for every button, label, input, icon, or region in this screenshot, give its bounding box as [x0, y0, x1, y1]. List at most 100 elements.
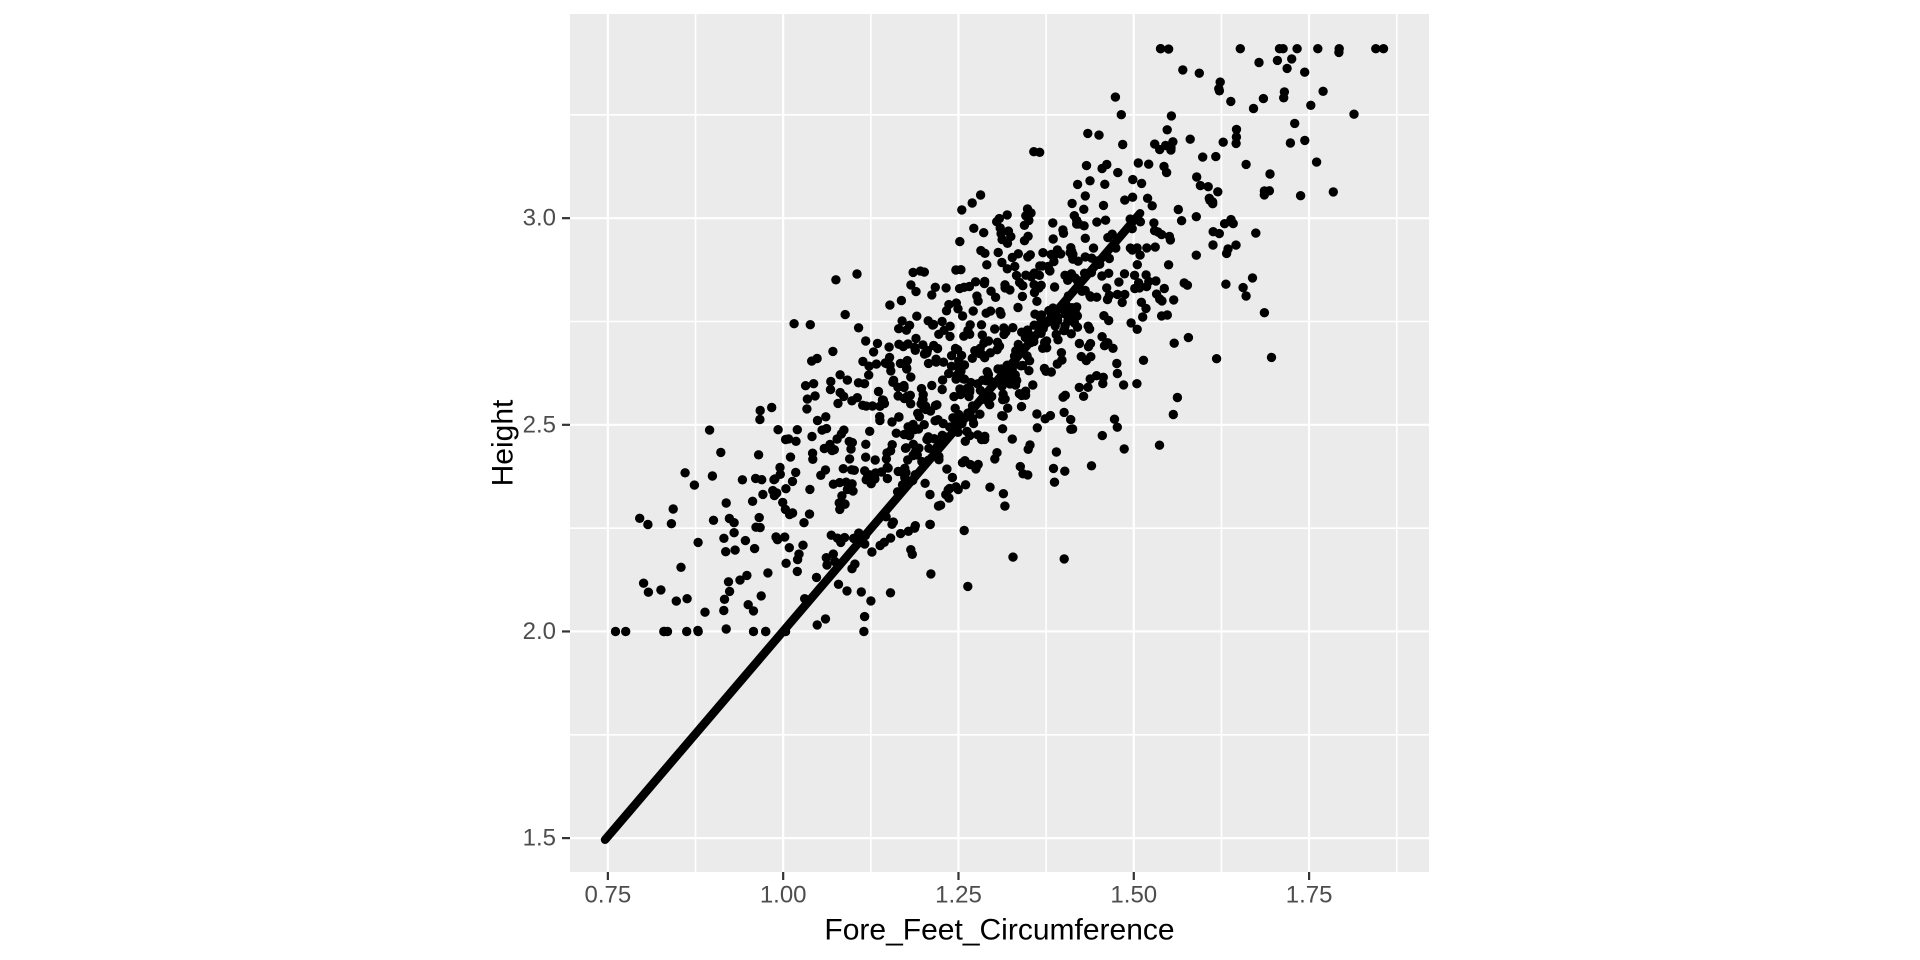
scatter-point	[1007, 252, 1017, 263]
scatter-point	[973, 296, 983, 306]
scatter-point	[969, 223, 979, 233]
scatter-point	[1032, 409, 1042, 419]
scatter-point	[1053, 335, 1063, 345]
scatter-point	[1083, 321, 1093, 331]
scatter-point	[1038, 343, 1048, 353]
scatter-point	[945, 331, 955, 342]
scatter-point	[719, 605, 729, 616]
scatter-point	[826, 376, 836, 387]
scatter-point	[808, 454, 818, 464]
scatter-point	[1021, 270, 1031, 280]
scatter-point	[772, 488, 782, 498]
scatter-point	[1086, 292, 1096, 302]
scatter-point	[1173, 204, 1184, 215]
scatter-point	[886, 366, 896, 376]
x-axis-title: Fore_Feet_Circumference	[824, 914, 1174, 947]
scatter-point	[976, 320, 987, 330]
scatter-point	[1169, 295, 1179, 305]
scatter-point	[1248, 103, 1259, 114]
scatter-point	[980, 434, 990, 445]
scatter-point	[743, 600, 753, 610]
scatter-point	[1083, 382, 1093, 392]
scatter-point	[1118, 380, 1129, 390]
scatter-point	[1059, 407, 1069, 418]
scatter-point	[1018, 469, 1028, 479]
scatter-point	[955, 236, 965, 247]
scatter-point	[998, 489, 1009, 499]
scatter-point	[837, 491, 847, 501]
scatter-point	[1282, 63, 1292, 74]
scatter-point	[751, 522, 761, 532]
scatter-point	[1028, 380, 1038, 390]
scatter-point	[964, 391, 974, 402]
scatter-point	[918, 340, 928, 350]
scatter-point	[704, 425, 715, 435]
scatter-point	[1019, 220, 1030, 230]
scatter-point	[1183, 332, 1194, 343]
scatter-point	[781, 484, 791, 494]
scatter-point	[990, 454, 1000, 464]
scatter-point	[775, 469, 785, 479]
scatter-point	[1102, 283, 1112, 293]
x-tick-label: 1.50	[1110, 882, 1157, 909]
scatter-point	[1247, 273, 1258, 283]
scatter-point	[1100, 215, 1111, 225]
scatter-point	[1116, 110, 1127, 120]
scatter-point	[1138, 355, 1149, 365]
scatter-point	[959, 525, 969, 536]
scatter-point	[852, 393, 862, 403]
scatter-point	[885, 588, 896, 598]
scatter-point	[954, 283, 965, 294]
scatter-point	[946, 351, 957, 361]
scatter-point	[887, 440, 897, 450]
scatter-point	[1058, 392, 1068, 402]
scatter-point	[1015, 461, 1025, 472]
scatter-point	[635, 513, 645, 523]
scatter-point	[1213, 187, 1223, 197]
scatter-point	[852, 269, 862, 279]
scatter-point	[867, 401, 878, 411]
scatter-point	[1151, 276, 1161, 286]
scatter-point	[873, 386, 884, 397]
scatter-point	[721, 624, 731, 634]
scatter-point	[1218, 137, 1228, 147]
scatter-point	[1098, 200, 1109, 211]
scatter-point	[1112, 368, 1123, 379]
scatter-point	[1251, 228, 1261, 238]
scatter-point	[1048, 463, 1059, 474]
scatter-point	[610, 626, 621, 637]
scatter-point	[682, 594, 692, 604]
scatter-point	[802, 394, 813, 404]
scatter-point	[1017, 327, 1027, 337]
scatter-point	[986, 286, 996, 296]
scatter-point	[906, 372, 916, 382]
scatter-point	[923, 358, 934, 369]
scatter-point	[1114, 277, 1124, 287]
scatter-point	[1371, 44, 1381, 54]
scatter-point	[1147, 201, 1157, 211]
scatter-point	[946, 361, 957, 371]
scatter-point	[680, 468, 690, 478]
scatter-point	[719, 594, 730, 604]
scatter-point	[1067, 198, 1077, 209]
scatter-point	[985, 482, 995, 492]
y-tick-label: 2.5	[523, 411, 556, 438]
scatter-point	[906, 280, 916, 290]
scatter-point	[772, 535, 783, 545]
scatter-point	[737, 475, 748, 485]
scatter-point	[1231, 240, 1241, 250]
scatter-point	[1085, 338, 1096, 349]
scatter-point	[807, 431, 817, 442]
scatter-point	[802, 404, 812, 414]
scatter-point	[1049, 282, 1060, 292]
scatter-point	[884, 352, 895, 363]
scatter-point	[822, 560, 832, 570]
scatter-point	[914, 412, 924, 422]
scatter-point	[878, 395, 888, 405]
scatter-point	[781, 558, 791, 568]
scatter-point	[1231, 132, 1242, 142]
scatter-point	[1008, 552, 1018, 562]
scatter-point	[1032, 423, 1043, 433]
scatter-point	[932, 343, 943, 354]
